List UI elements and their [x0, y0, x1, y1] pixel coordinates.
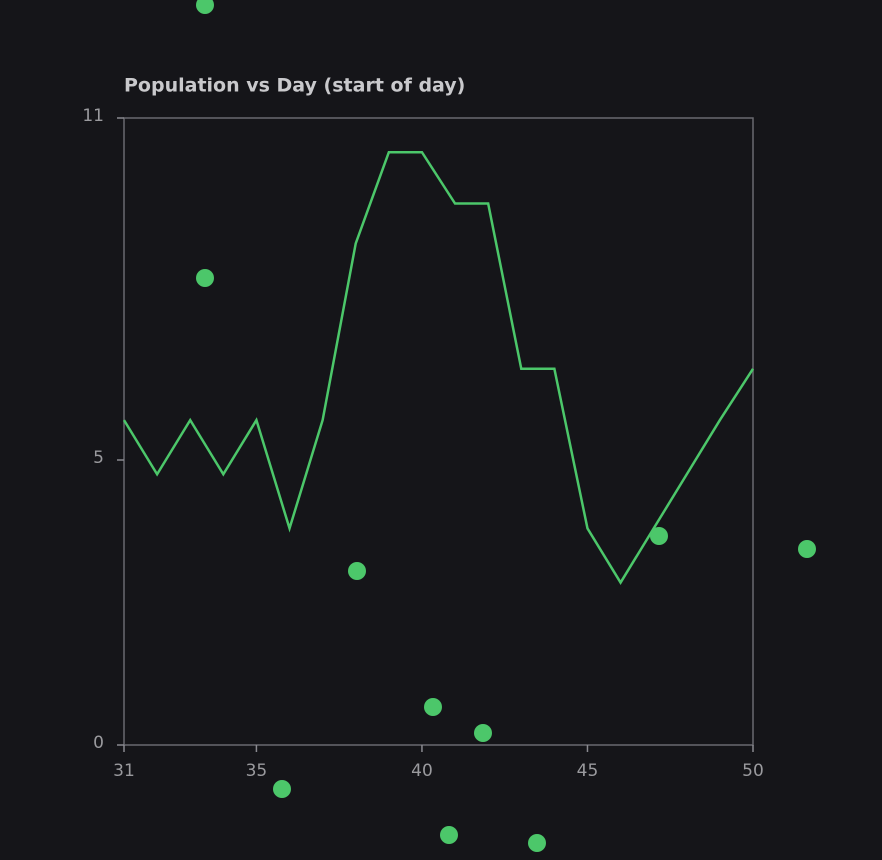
- x-tick-label: 50: [742, 761, 764, 781]
- y-tick-label: 11: [82, 106, 104, 126]
- agents: [196, 0, 816, 852]
- x-tick-label: 35: [246, 761, 268, 781]
- agent: [196, 269, 214, 287]
- agent: [196, 0, 214, 14]
- y-tick-label: 0: [93, 733, 104, 753]
- series-line: [122, 150, 755, 585]
- agent: [273, 780, 291, 798]
- x-tick-label: 31: [113, 761, 135, 781]
- agent: [474, 724, 492, 742]
- agent: [650, 527, 668, 545]
- chart-title: Population vs Day (start of day): [124, 75, 465, 97]
- x-tick-label: 45: [577, 761, 599, 781]
- agent: [798, 540, 816, 558]
- x-tick-label: 40: [411, 761, 433, 781]
- agent: [528, 834, 546, 852]
- y-tick-label: 5: [93, 448, 104, 468]
- plot-frame: [123, 117, 754, 746]
- agent: [440, 826, 458, 844]
- agent: [348, 562, 366, 580]
- agent: [424, 698, 442, 716]
